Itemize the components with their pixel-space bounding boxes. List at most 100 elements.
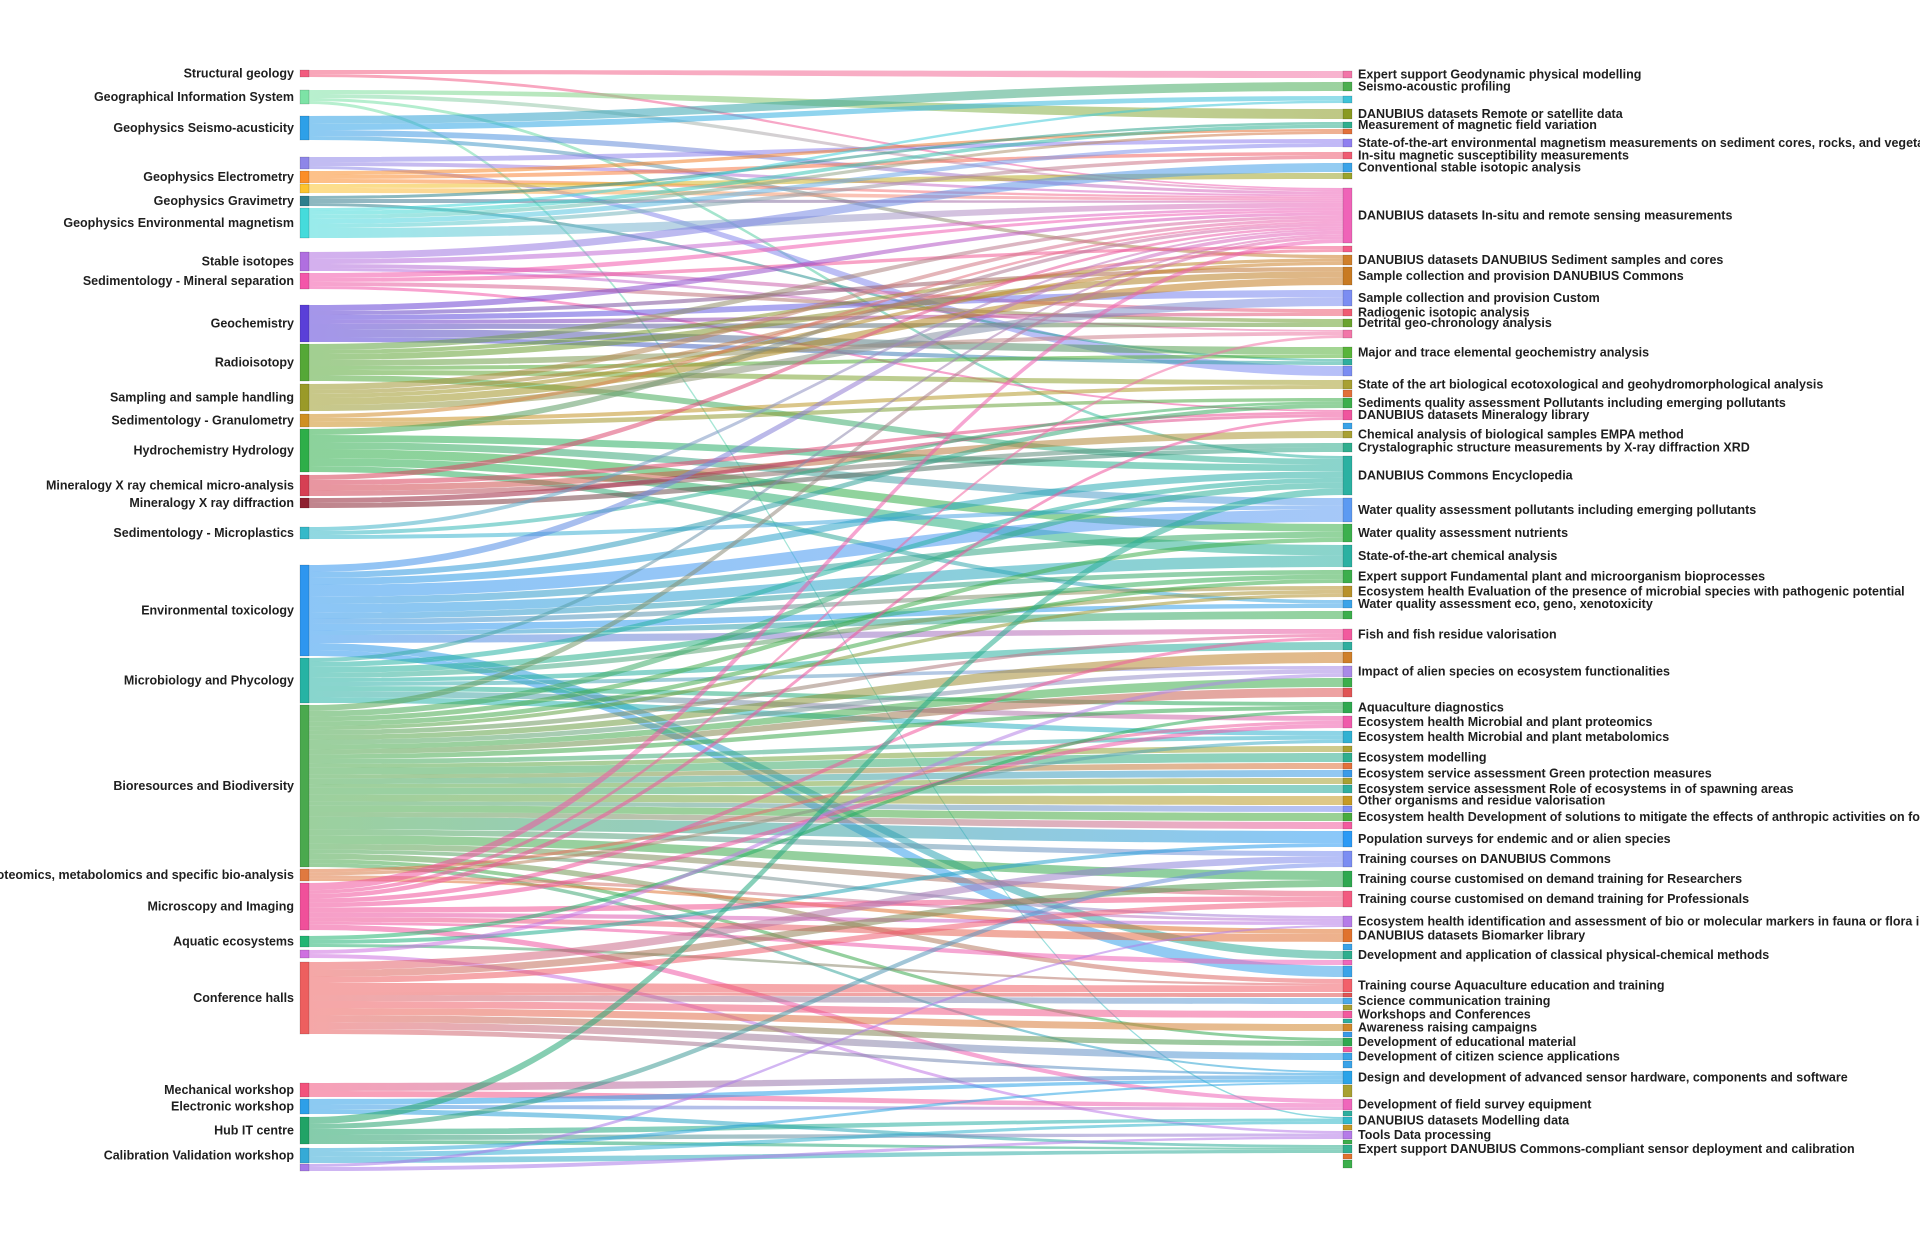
sankey-node[interactable] <box>1342 805 1353 813</box>
sankey-node[interactable] <box>1342 870 1353 888</box>
sankey-link[interactable] <box>309 385 1343 422</box>
sankey-link[interactable] <box>309 720 1343 873</box>
sankey-node[interactable] <box>299 1116 310 1145</box>
sankey-link[interactable] <box>309 673 1343 954</box>
sankey-node[interactable] <box>1342 379 1353 390</box>
sankey-link[interactable] <box>309 136 1343 259</box>
sankey-link[interactable] <box>309 983 1343 992</box>
sankey-node[interactable] <box>1342 128 1353 135</box>
sankey-node[interactable] <box>1342 1037 1353 1047</box>
sankey-node[interactable] <box>1342 70 1353 79</box>
sankey-link[interactable] <box>309 995 1343 1004</box>
sankey-node[interactable] <box>1342 599 1353 609</box>
sankey-node[interactable] <box>1342 1144 1353 1154</box>
sankey-node[interactable] <box>1342 81 1353 92</box>
sankey-link[interactable] <box>309 130 1343 195</box>
sankey-link[interactable] <box>309 331 1343 366</box>
sankey-link[interactable] <box>309 335 1343 894</box>
sankey-link[interactable] <box>309 477 1343 667</box>
sankey-node[interactable] <box>299 69 310 78</box>
sankey-node[interactable] <box>299 156 310 170</box>
sankey-link[interactable] <box>309 1001 1343 1018</box>
sankey-link[interactable] <box>309 215 1343 351</box>
sankey-node[interactable] <box>299 657 310 704</box>
sankey-link[interactable] <box>309 1082 1343 1152</box>
sankey-node[interactable] <box>1342 409 1353 421</box>
sankey-link[interactable] <box>309 901 1343 983</box>
sankey-node[interactable] <box>1342 730 1353 744</box>
sankey-node[interactable] <box>1342 151 1353 160</box>
sankey-link[interactable] <box>309 705 1343 759</box>
sankey-node[interactable] <box>1342 1018 1353 1024</box>
sankey-node[interactable] <box>1342 422 1353 430</box>
sankey-node[interactable] <box>1342 628 1353 641</box>
sankey-node[interactable] <box>1342 523 1353 543</box>
sankey-node[interactable] <box>299 195 310 207</box>
sankey-link[interactable] <box>309 230 1343 572</box>
sankey-link[interactable] <box>309 124 1343 215</box>
sankey-node[interactable] <box>1342 1084 1353 1098</box>
sankey-node[interactable] <box>1342 943 1353 951</box>
sankey-link[interactable] <box>309 122 1343 199</box>
sankey-node[interactable] <box>1342 850 1353 868</box>
sankey-link[interactable] <box>309 531 1343 604</box>
sankey-link[interactable] <box>309 636 1343 903</box>
sankey-node[interactable] <box>1342 745 1353 753</box>
sankey-node[interactable] <box>299 961 310 1035</box>
sankey-node[interactable] <box>1342 318 1353 328</box>
sankey-node[interactable] <box>1342 1116 1353 1125</box>
sankey-node[interactable] <box>1342 442 1353 453</box>
sankey-link[interactable] <box>309 267 1343 315</box>
sankey-link[interactable] <box>309 258 1343 354</box>
sankey-link[interactable] <box>309 603 1343 631</box>
sankey-link[interactable] <box>309 375 1343 465</box>
sankey-link[interactable] <box>309 849 1343 919</box>
sankey-node[interactable] <box>1342 1004 1353 1011</box>
sankey-node[interactable] <box>1342 795 1353 806</box>
sankey-node[interactable] <box>1342 701 1353 714</box>
sankey-node[interactable] <box>1342 978 1353 993</box>
sankey-link[interactable] <box>309 688 1343 755</box>
sankey-link[interactable] <box>309 417 1343 899</box>
sankey-node[interactable] <box>1342 715 1353 729</box>
sankey-node[interactable] <box>299 272 310 290</box>
sankey-link[interactable] <box>309 70 1343 78</box>
sankey-node[interactable] <box>1342 1052 1353 1061</box>
sankey-node[interactable] <box>1342 95 1353 104</box>
sankey-node[interactable] <box>1342 992 1353 998</box>
sankey-link[interactable] <box>309 1029 1343 1076</box>
sankey-link[interactable] <box>309 74 1343 190</box>
sankey-node[interactable] <box>1342 762 1353 770</box>
sankey-link[interactable] <box>309 414 1343 503</box>
sankey-link[interactable] <box>309 234 1343 662</box>
sankey-link[interactable] <box>309 586 1343 624</box>
sankey-node[interactable] <box>1342 1124 1353 1131</box>
sankey-link[interactable] <box>309 466 1343 604</box>
sankey-link[interactable] <box>309 82 1343 124</box>
sankey-node[interactable] <box>299 183 310 194</box>
sankey-link[interactable] <box>309 246 1343 282</box>
sankey-link[interactable] <box>309 264 1343 313</box>
sankey-link[interactable] <box>309 1121 1343 1158</box>
sankey-link[interactable] <box>309 843 1343 897</box>
sankey-link[interactable] <box>309 152 1343 179</box>
sankey-link[interactable] <box>309 709 1343 940</box>
sankey-link[interactable] <box>309 593 1343 731</box>
sankey-node[interactable] <box>1342 1070 1353 1085</box>
sankey-link[interactable] <box>309 143 1343 224</box>
sankey-node[interactable] <box>1342 108 1353 120</box>
sankey-link[interactable] <box>309 537 1343 722</box>
sankey-node[interactable] <box>1342 365 1353 377</box>
sankey-node[interactable] <box>1342 965 1353 978</box>
sankey-link[interactable] <box>309 589 1343 678</box>
sankey-node[interactable] <box>1342 569 1353 584</box>
sankey-link[interactable] <box>309 1118 1343 1136</box>
sankey-node[interactable] <box>1342 890 1353 908</box>
sankey-node[interactable] <box>1342 172 1353 180</box>
sankey-link[interactable] <box>309 221 1343 418</box>
sankey-link[interactable] <box>309 574 1343 673</box>
sankey-link[interactable] <box>309 398 1343 427</box>
sankey-node[interactable] <box>1342 752 1353 763</box>
sankey-node[interactable] <box>299 428 310 473</box>
sankey-link[interactable] <box>309 1075 1343 1091</box>
